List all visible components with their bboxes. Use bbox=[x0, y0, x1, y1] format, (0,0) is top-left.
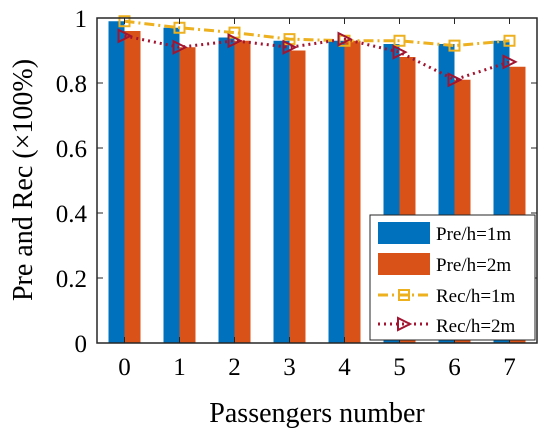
line-series-2 bbox=[124, 34, 510, 82]
x-tick-label: 3 bbox=[283, 354, 296, 381]
marker-triangle-3 bbox=[282, 39, 298, 55]
marker-square-7 bbox=[503, 34, 516, 47]
y-tick-labels: 0 0.2 0.4 0.6 0.8 1 bbox=[56, 6, 88, 358]
x-axis-label: Passengers number bbox=[209, 398, 425, 429]
legend-marker-rec-1m bbox=[398, 289, 410, 301]
ticks-layer bbox=[97, 17, 537, 344]
legend-swatch-pre-2m bbox=[378, 253, 430, 275]
marker-triangle-1 bbox=[172, 39, 188, 55]
x-tick-label: 0 bbox=[118, 354, 131, 381]
bar-2-2 bbox=[234, 40, 251, 343]
marker-triangle-6 bbox=[447, 72, 463, 88]
marker-square-6 bbox=[448, 39, 461, 52]
legend-label-rec-1m: Rec/h=1m bbox=[436, 286, 516, 307]
bar-2-3 bbox=[289, 50, 306, 343]
legend-swatch-pre-1m bbox=[378, 222, 430, 244]
y-tick-label: 0.2 bbox=[56, 266, 87, 293]
x-tick-labels: 0 1 2 3 4 5 6 7 bbox=[118, 354, 516, 381]
bar-1-3 bbox=[273, 40, 290, 343]
y-tick-label: 0.6 bbox=[56, 136, 87, 163]
marker-triangle-2 bbox=[227, 33, 243, 49]
bar-2-0 bbox=[124, 31, 141, 343]
x-tick-label: 4 bbox=[338, 354, 351, 381]
marker-square-0 bbox=[118, 15, 131, 28]
bar-1-1 bbox=[163, 27, 180, 343]
legend: Pre/h=1m Pre/h=2m Rec/h=1m Rec/h=2m bbox=[369, 214, 536, 341]
y-tick-label: 1 bbox=[75, 6, 88, 33]
bar-2-4 bbox=[344, 40, 361, 343]
x-tick-label: 5 bbox=[393, 354, 406, 381]
y-tick-label: 0 bbox=[75, 331, 88, 358]
marker-triangle-5 bbox=[392, 44, 408, 60]
legend-label-rec-2m: Rec/h=2m bbox=[436, 316, 516, 337]
line-series-1 bbox=[124, 19, 510, 48]
x-tick-label: 1 bbox=[173, 354, 186, 381]
marker-triangle-0 bbox=[117, 28, 133, 44]
bar-1-0 bbox=[108, 21, 125, 343]
marker-square-5 bbox=[393, 34, 406, 47]
lines-layer bbox=[124, 19, 510, 82]
x-tick-label: 7 bbox=[503, 354, 516, 381]
x-tick-label: 2 bbox=[228, 354, 241, 381]
bar-1-2 bbox=[218, 37, 235, 343]
x-tick-label: 6 bbox=[448, 354, 461, 381]
legend-marker-rec-2m bbox=[397, 316, 413, 332]
markers-layer bbox=[117, 15, 518, 88]
legend-label-pre-2m: Pre/h=2m bbox=[436, 255, 511, 276]
bar-2-1 bbox=[179, 47, 196, 343]
marker-triangle-7 bbox=[502, 54, 518, 70]
y-tick-label: 0.4 bbox=[56, 201, 88, 228]
plot-frame bbox=[96, 17, 538, 344]
legend-label-pre-1m: Pre/h=1m bbox=[436, 224, 511, 245]
y-tick-label: 0.8 bbox=[56, 71, 87, 98]
y-axis-label: Pre and Rec (×100%) bbox=[8, 59, 39, 301]
marker-triangle-4 bbox=[337, 31, 353, 47]
bar-1-4 bbox=[328, 40, 345, 343]
